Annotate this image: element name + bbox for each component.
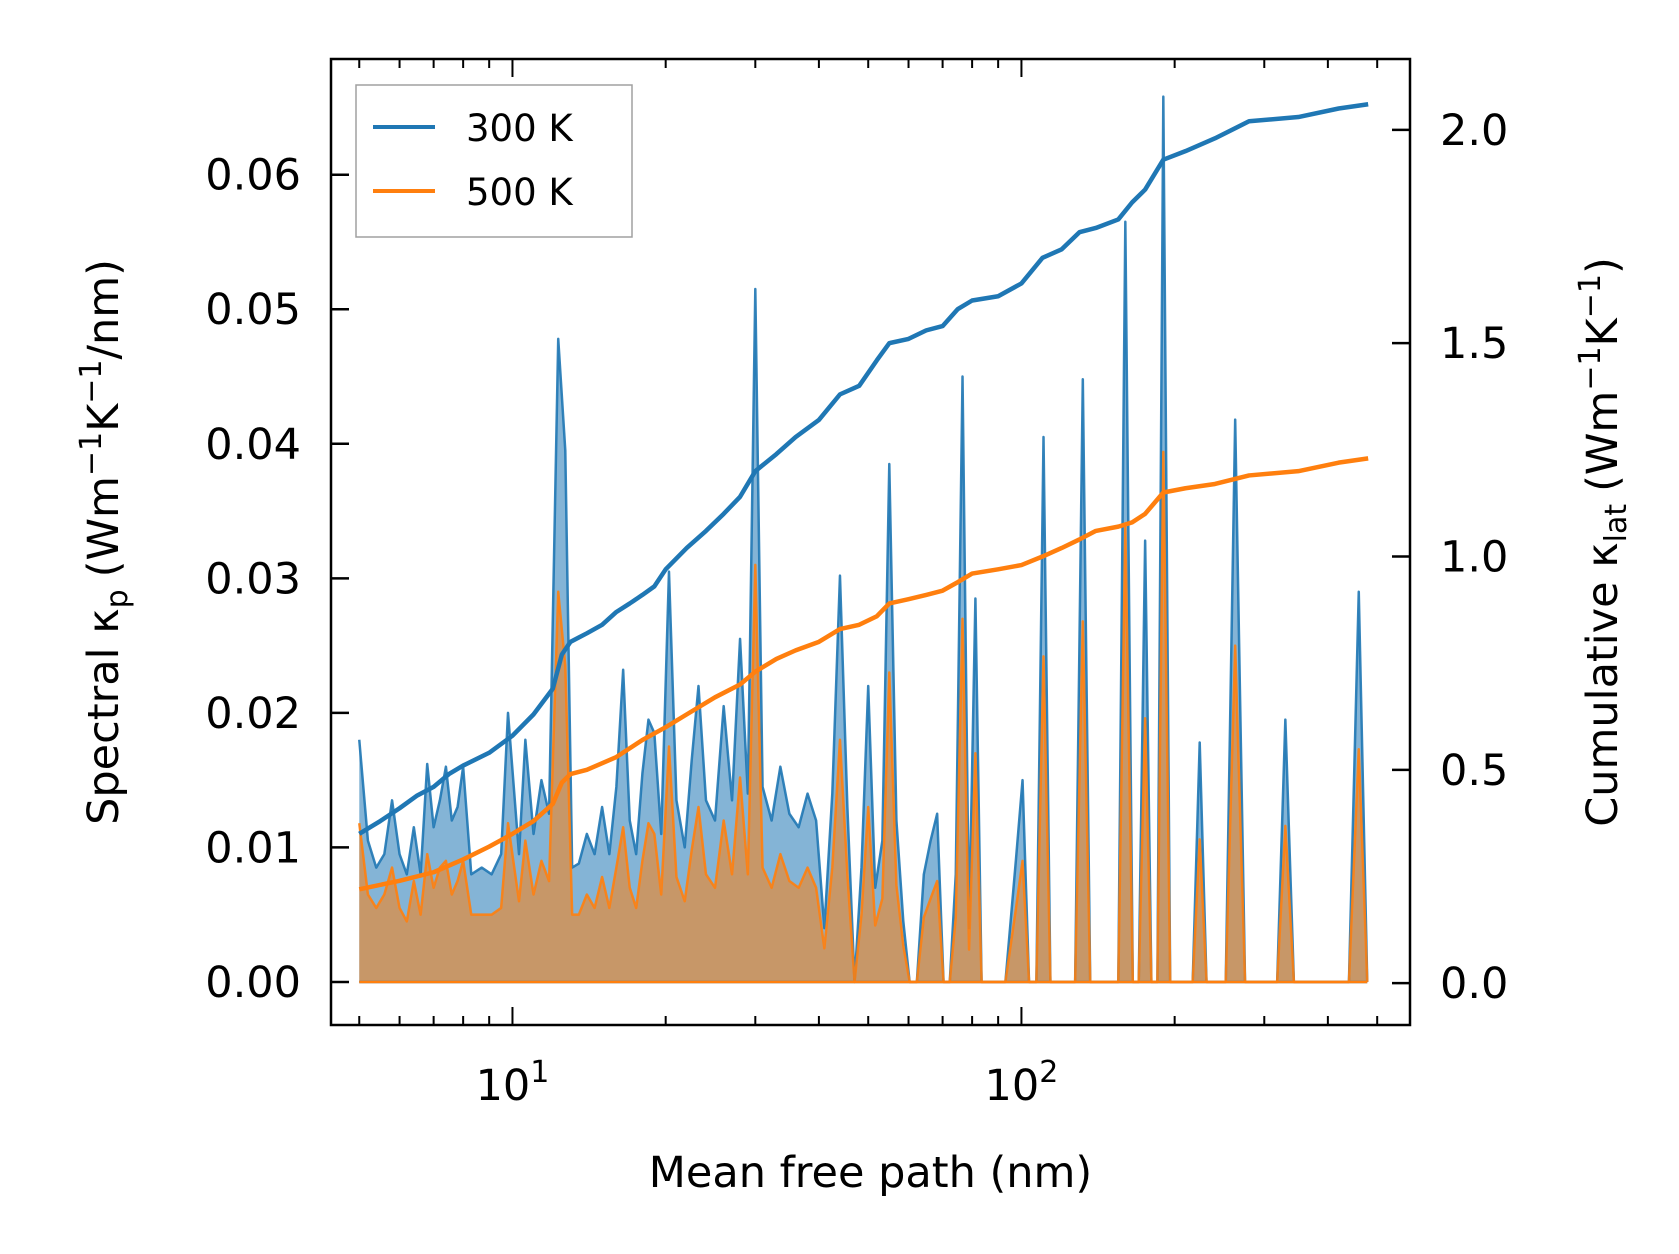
left-y-axis-title: Spectral κp(Wm−1K−1/nm)	[74, 259, 135, 825]
x-tick-label: 102	[985, 1055, 1059, 1111]
left-y-tick-label: 0.00	[205, 958, 301, 1008]
right-y-axis-title-sub: lat	[1599, 504, 1634, 543]
x-axis-title: Mean free path (nm)	[649, 1148, 1092, 1198]
right-y-tick-label: 0.5	[1440, 746, 1508, 796]
cumulative-line-300K	[358, 102, 1369, 836]
x-tick-label-exponent: 1	[530, 1055, 549, 1090]
left-y-tick-label: 0.04	[205, 420, 301, 470]
right-y-axis-title-main: Cumulative κ	[1578, 542, 1628, 826]
left-y-axis-title-tail: /nm)	[79, 259, 129, 359]
left-y-tick-label: 0.05	[205, 285, 301, 335]
x-tick-label-base: 10	[985, 1061, 1040, 1111]
left-y-axis-title-exp2: −1	[74, 359, 109, 403]
legend-label-500K: 500 K	[466, 171, 574, 214]
x-tick-label-base: 10	[476, 1061, 531, 1111]
cumulative-line-500K	[358, 456, 1369, 892]
x-tick-label: 101	[476, 1055, 550, 1111]
right-y-axis-title-unit: (Wm	[1578, 391, 1628, 492]
plot-frame	[329, 57, 1412, 1027]
axis-tick-labels: 0.00 0.01 0.02 0.03 0.04 0.05 0.06 0.0 0.5 1.0 1.5…	[205, 106, 1508, 1111]
legend-box	[355, 84, 633, 238]
right-y-tick-label: 2.0	[1440, 106, 1508, 156]
left-y-tick-label: 0.01	[205, 823, 301, 873]
right-y-axis-title-exp2: −1	[1573, 274, 1608, 318]
x-tick-label-exponent: 2	[1039, 1055, 1058, 1090]
series-lines	[358, 95, 1369, 984]
right-y-axis-title: Cumulative κlat(Wm−1K−1)	[1573, 257, 1634, 827]
left-y-axis-title-mid: K	[79, 402, 129, 432]
right-y-axis-title-mid: K	[1578, 316, 1628, 346]
left-y-tick-label: 0.02	[205, 689, 301, 739]
right-y-axis-title-exp1: −1	[1573, 346, 1608, 390]
legend-label-300K: 300 K	[466, 107, 574, 150]
right-y-tick-label: 1.0	[1440, 533, 1508, 583]
right-y-tick-label: 1.5	[1440, 319, 1508, 369]
axis-ticks	[331, 59, 1410, 1025]
right-y-axis-title-tail: )	[1578, 257, 1628, 274]
right-y-tick-label: 0.0	[1440, 959, 1508, 1009]
legend: 300 K 500 K	[355, 84, 633, 238]
left-y-axis-title-sub: p	[100, 589, 135, 608]
left-y-tick-label: 0.06	[205, 151, 301, 201]
left-y-axis-title-unit: (Wm	[79, 476, 129, 577]
left-y-axis-title-main: Spectral κ	[79, 608, 129, 825]
left-y-tick-label: 0.03	[205, 554, 301, 604]
left-y-axis-title-exp1: −1	[74, 432, 109, 476]
